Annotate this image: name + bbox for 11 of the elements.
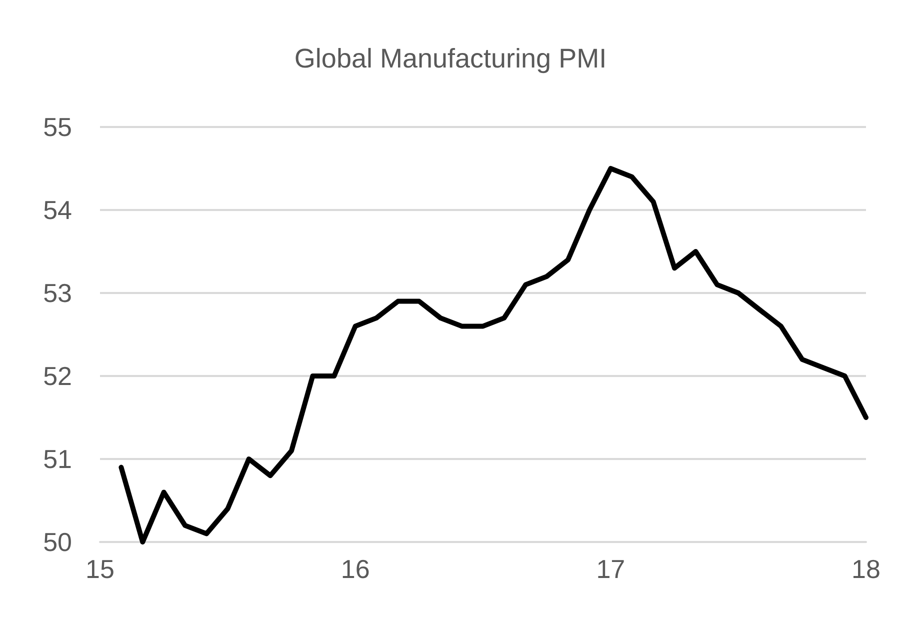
y-tick-label: 51: [43, 444, 72, 474]
x-tick-label: 15: [86, 554, 114, 584]
y-tick-label: 53: [43, 278, 72, 308]
x-tick-label: 17: [596, 554, 626, 584]
y-tick-label: 54: [43, 195, 72, 225]
y-tick-label: 50: [43, 527, 72, 557]
y-tick-label: 52: [43, 361, 72, 391]
chart-title: Global Manufacturing PMI: [294, 44, 607, 74]
x-tick-label: 16: [340, 554, 370, 584]
x-tick-label: 18: [852, 554, 880, 584]
y-tick-label: 55: [43, 112, 72, 142]
